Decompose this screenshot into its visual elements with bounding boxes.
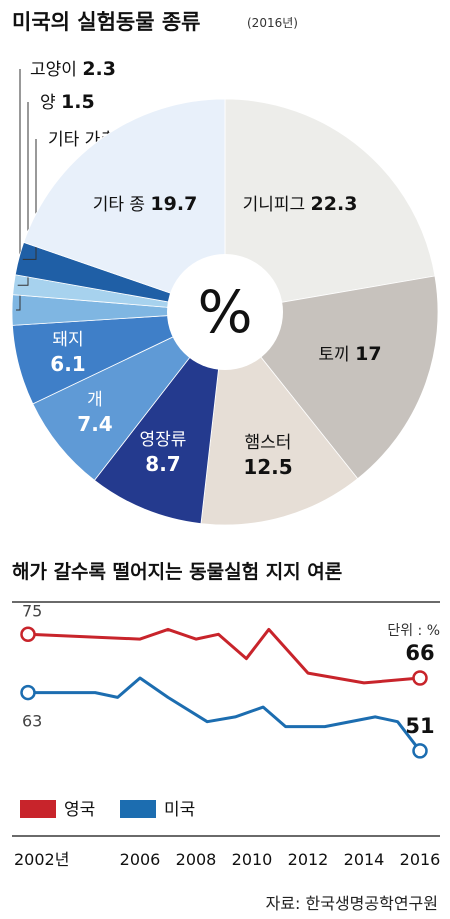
pie-center-hole <box>167 254 283 370</box>
legend-label-0: 영국 <box>64 800 95 820</box>
x-tick-label-3: 2010 <box>232 850 273 869</box>
legend-swatch-1 <box>120 800 156 818</box>
pie-leader-item-8 <box>22 139 37 260</box>
pie-label-name-item-5: 돼지 <box>52 330 83 350</box>
line-marker-start-0 <box>20 626 36 643</box>
source-note: 자료: 한국생명공학연구원 <box>265 894 438 913</box>
x-tick-label-2: 2008 <box>176 850 217 869</box>
legend-swatch-0 <box>20 800 56 818</box>
legend-label-1: 미국 <box>164 800 195 820</box>
line-start-label-1: 63 <box>22 712 42 731</box>
pie-label-name-item-2: 햄스터 <box>245 433 292 453</box>
x-tick-label-4: 2012 <box>288 850 329 869</box>
pie-label-value-item-5: 6.1 <box>50 352 85 376</box>
pie-label-value-item-3: 8.7 <box>145 452 180 476</box>
pie-label-value-item-2: 12.5 <box>243 455 292 479</box>
pie-label-item-0: 기니피그 22.3 <box>243 193 358 215</box>
pie-leader-item-7 <box>17 102 29 286</box>
pie-slice-item-9 <box>23 98 226 313</box>
pie-slice-item-4 <box>32 311 226 481</box>
pie-label-name-item-4: 개 <box>87 390 103 410</box>
line-unit-label: 단위 : % <box>387 623 440 639</box>
pie-label-value-item-4: 7.4 <box>77 412 112 436</box>
x-tick-label-5: 2014 <box>344 850 385 869</box>
line-marker-end-0 <box>412 670 428 686</box>
line-title: 해가 갈수록 떨어지는 동물실험 지지 여론 <box>12 561 343 583</box>
pie-label-name-item-3: 영장류 <box>140 430 187 450</box>
x-tick-label-6: 2016 <box>400 850 441 869</box>
line-series-1 <box>26 676 422 753</box>
pie-center-label: % <box>197 278 252 346</box>
line-marker-start-1 <box>20 684 36 701</box>
line-series-0 <box>26 627 422 685</box>
pie-label-item-7: 양 1.5 <box>40 91 95 113</box>
pie-subtitle: (2016년) <box>247 16 298 30</box>
x-tick-label-0: 2002년 <box>14 850 69 869</box>
x-tick-label-1: 2006 <box>120 850 161 869</box>
pie-slice-item-0 <box>224 98 436 313</box>
pie-label-item-1: 토끼 17 <box>318 343 381 365</box>
line-chart: 단위 : % 75 66 영국 63 51 미국 2002년 2006 2008 2010 2012 2… <box>12 601 441 869</box>
line-marker-end-1 <box>412 743 428 759</box>
line-end-label-1: 51 <box>405 714 434 738</box>
pie-slice-item-3 <box>93 310 226 525</box>
pie-leader-item-6 <box>16 69 21 311</box>
line-start-label-0: 75 <box>22 601 42 620</box>
pie-label-item-6: 고양이 2.3 <box>30 58 116 80</box>
pie-title: 미국의 실험동물 종류 <box>12 10 201 34</box>
line-end-label-0: 66 <box>405 641 434 665</box>
pie-label-item-9: 기타 종 19.7 <box>93 193 198 215</box>
